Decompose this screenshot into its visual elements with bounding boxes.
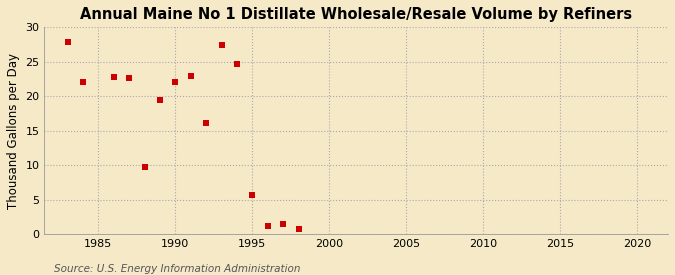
Point (247, 192, 258, 197)
Point (216, 43, 227, 47)
Text: Source: U.S. Energy Information Administration: Source: U.S. Energy Information Administ… (54, 264, 300, 274)
Point (139, 165, 150, 169)
Point (293, 227, 304, 231)
Point (277, 222, 288, 227)
Y-axis label: Thousand Gallons per Day: Thousand Gallons per Day (7, 53, 20, 209)
Point (62, 40, 73, 45)
Point (186, 74, 196, 78)
Point (124, 75, 134, 80)
Point (200, 121, 211, 125)
Point (232, 62, 242, 67)
Point (109, 75, 119, 79)
Title: Annual Maine No 1 Distillate Wholesale/Resale Volume by Refiners: Annual Maine No 1 Distillate Wholesale/R… (80, 7, 632, 22)
Point (155, 98, 165, 103)
Point (170, 79, 181, 84)
Point (263, 224, 273, 228)
Point (78, 79, 88, 84)
